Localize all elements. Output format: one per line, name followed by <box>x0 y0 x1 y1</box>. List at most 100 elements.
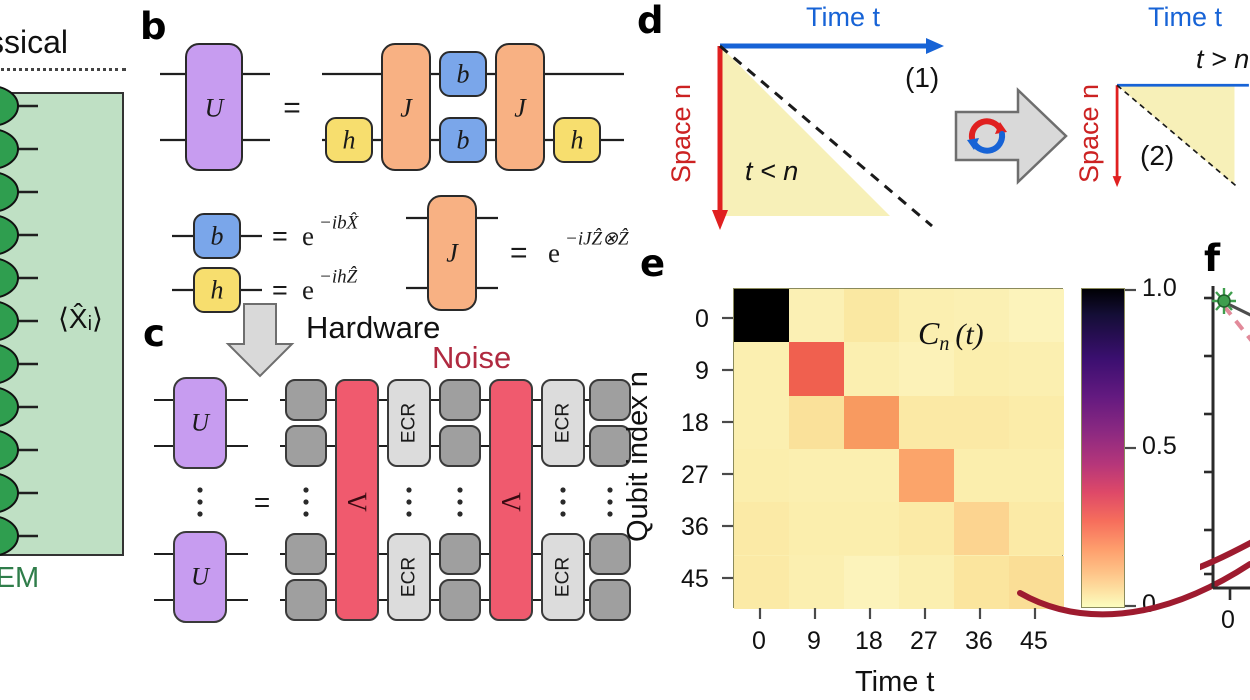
svg-text:−ibX̂: −ibX̂ <box>319 212 360 233</box>
heatmap-cell <box>844 342 899 396</box>
svg-text:h: h <box>571 126 584 155</box>
panel-c-hardware-label: Hardware <box>306 310 441 345</box>
panel-e-heatmap <box>733 288 1064 609</box>
panel-a-tem-label: TEM <box>0 562 40 594</box>
heatmap-cell <box>1009 502 1064 556</box>
svg-text:ECR: ECR <box>553 403 574 443</box>
svg-text:=: = <box>254 487 270 518</box>
heatmap-cell <box>1009 555 1064 609</box>
panel-e-xtick-4: 36 <box>965 627 993 655</box>
heatmap-cell <box>734 555 789 609</box>
panel-e-ytick-0: 0 <box>695 305 709 333</box>
heatmap-cell <box>789 395 844 449</box>
heatmap-cell <box>734 289 789 343</box>
panel-e-ytick-1: 9 <box>695 357 709 385</box>
panel-e-cbar-tick-3: 0 <box>1142 590 1156 618</box>
svg-text:J: J <box>514 94 527 123</box>
heatmap-cell <box>954 502 1009 556</box>
heatmap-cell <box>899 342 954 396</box>
panel-e-xtick-2: 18 <box>855 627 883 655</box>
svg-text:ECR: ECR <box>399 557 420 597</box>
panel-c-letter: c <box>143 312 165 355</box>
heatmap-cell <box>954 555 1009 609</box>
svg-text:e: e <box>302 221 314 251</box>
panel-e-xticks <box>758 608 1037 619</box>
heatmap-cell <box>899 395 954 449</box>
panel-e-ytick-5: 45 <box>681 565 709 593</box>
heatmap-cell <box>899 502 954 556</box>
heatmap-cell <box>844 555 899 609</box>
svg-text:=: = <box>283 92 301 125</box>
svg-text:ECR: ECR <box>399 403 420 443</box>
panel-e-title-sub: n <box>939 333 950 355</box>
panel-e-xtick-1: 9 <box>807 627 821 655</box>
svg-text:h: h <box>343 126 356 155</box>
panel-e-letter: e <box>640 242 666 285</box>
panel-e-yticks <box>722 316 733 580</box>
panel-f-letter: f <box>1204 237 1221 280</box>
heatmap-cell <box>734 342 789 396</box>
heatmap-cell <box>1009 395 1064 449</box>
heatmap-cell <box>954 289 1009 343</box>
svg-text:U: U <box>205 94 226 123</box>
panel-e-xlabel: Time t <box>855 666 935 698</box>
panel-e-ytick-2: 18 <box>681 409 709 437</box>
panel-d1-index: (1) <box>905 62 940 93</box>
svg-text:Λ: Λ <box>342 492 372 512</box>
panel-f-xtick-0: 0 <box>1221 606 1235 634</box>
panel-d-transform-arrow <box>954 87 1068 185</box>
heatmap-cell <box>954 395 1009 449</box>
heatmap-cell <box>899 448 954 503</box>
heatmap-cell <box>734 395 789 449</box>
panel-a-observable-label: ⟨X̂ᵢ⟩ <box>58 303 103 334</box>
svg-text:ECR: ECR <box>553 557 574 597</box>
heatmap-cell <box>844 502 899 556</box>
panel-d2-region-label: t > n <box>1196 44 1250 74</box>
panel-c-noise-label: Noise <box>432 340 512 375</box>
svg-text:U: U <box>191 564 211 591</box>
heatmap-cell <box>899 289 954 343</box>
panel-e-title-C: C <box>918 315 940 351</box>
svg-text:J: J <box>446 239 459 268</box>
panel-d2-index: (2) <box>1140 140 1175 171</box>
panel-d-letter: d <box>637 0 664 42</box>
panel-d1-space-label: Space n <box>666 83 697 184</box>
heatmap-cell <box>789 555 844 609</box>
panel-a: Classical <box>0 0 130 700</box>
svg-text:J: J <box>400 94 413 123</box>
svg-text:=: = <box>510 237 528 270</box>
svg-text:h: h <box>211 276 224 305</box>
panel-e-colorbar <box>1081 288 1125 608</box>
panel-a-divider <box>0 68 126 71</box>
panel-e-xtick-0: 0 <box>752 627 766 655</box>
panel-e-xtick-5: 45 <box>1020 627 1048 655</box>
panel-c-hardware-arrow <box>225 303 295 378</box>
heatmap-cell <box>789 502 844 556</box>
panel-e-title-arg: (t) <box>955 318 984 351</box>
panel-a-tensor-network <box>0 86 38 556</box>
heatmap-cell <box>899 555 954 609</box>
heatmap-cell <box>734 502 789 556</box>
svg-text:=: = <box>272 275 288 305</box>
panel-d1-time-label: Time t <box>806 2 880 32</box>
svg-text:b: b <box>457 60 470 89</box>
svg-text:b: b <box>211 222 224 251</box>
svg-text:−iJẐ⊗Ẑ: −iJẐ⊗Ẑ <box>565 228 629 250</box>
panel-e-cbar-tick-1: 1.0 <box>1142 274 1177 302</box>
panel-c-circuit: .w2{stroke:#1f1f1f;stroke-width:2.1;} .b… <box>154 377 631 623</box>
panel-e-cbar-tick-2: 0.5 <box>1142 432 1177 460</box>
heatmap-cell <box>844 395 899 449</box>
panel-f <box>1200 284 1250 624</box>
svg-text:b: b <box>457 126 470 155</box>
panel-f-axes <box>1200 286 1250 600</box>
svg-text:−ihẐ: −ihẐ <box>319 266 358 288</box>
heatmap-cell <box>844 289 899 343</box>
panel-d2-diagram <box>1112 83 1249 189</box>
panel-d2-time-label: Time t <box>1148 2 1222 32</box>
panel-b-circuit: .wire{stroke:#1f1f1f;stroke-width:2.2;} … <box>160 43 629 313</box>
panel-a-classical-label: Classical <box>0 24 69 60</box>
svg-text:e: e <box>548 238 560 268</box>
heatmap-cell <box>789 448 844 503</box>
svg-text:e: e <box>302 275 314 305</box>
panel-e-ytick-3: 27 <box>681 461 709 489</box>
